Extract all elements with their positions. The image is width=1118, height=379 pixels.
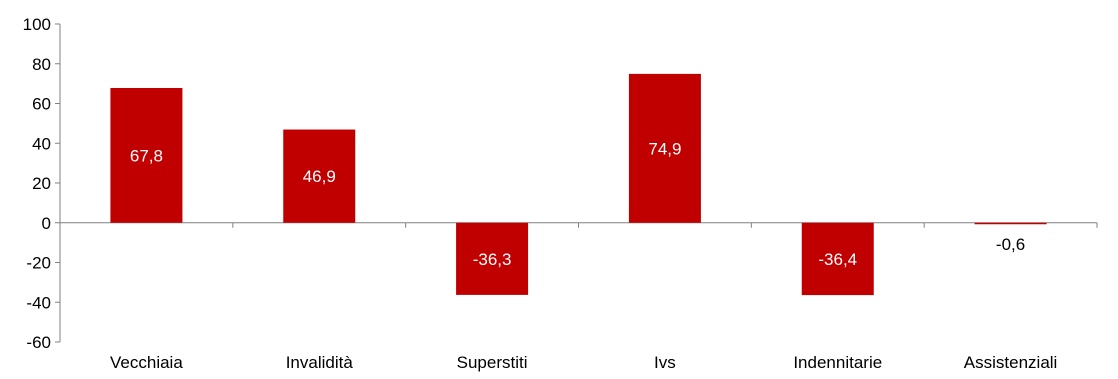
- data-label: 67,8: [130, 146, 163, 165]
- data-label: -36,3: [473, 250, 512, 269]
- y-tick-label: 20: [32, 174, 51, 193]
- bar-indennitarie: [801, 222, 874, 296]
- y-tick-label: 100: [23, 15, 51, 34]
- category-label: Assistenziali: [964, 353, 1058, 372]
- data-label: -36,4: [818, 250, 857, 269]
- category-label: Invalidità: [286, 353, 354, 372]
- data-label: 46,9: [303, 167, 336, 186]
- y-tick-label: -40: [26, 293, 51, 312]
- bar-superstiti: [456, 222, 529, 295]
- bar-assistenziali: [974, 222, 1047, 225]
- y-tick-label: 60: [32, 95, 51, 114]
- category-label: Indennitarie: [793, 353, 882, 372]
- y-tick-label: 0: [42, 214, 51, 233]
- category-label: Ivs: [654, 353, 676, 372]
- bar-invalidit-: [283, 129, 356, 223]
- data-label: -0,6: [996, 235, 1025, 254]
- category-label: Superstiti: [457, 353, 528, 372]
- y-tick-label: -20: [26, 254, 51, 273]
- bar-vecchiaia: [110, 87, 183, 223]
- x-axis: Vecchiaia Invalidità Superstiti Ivs Indennit…: [60, 222, 1098, 372]
- data-labels: 67,8 46,9 -36,3 74,9 -36,4 -0,6: [130, 139, 1025, 269]
- y-tick-label: 80: [32, 55, 51, 74]
- data-label: 74,9: [648, 139, 681, 158]
- bar-ivs: [628, 73, 701, 223]
- category-label: Vecchiaia: [110, 353, 183, 372]
- y-tick-label: 40: [32, 134, 51, 153]
- y-axis: 100 80 60 40 20 0 -20 -40 -60: [23, 15, 61, 352]
- bars: [110, 73, 1047, 296]
- y-tick-label: -60: [26, 333, 51, 352]
